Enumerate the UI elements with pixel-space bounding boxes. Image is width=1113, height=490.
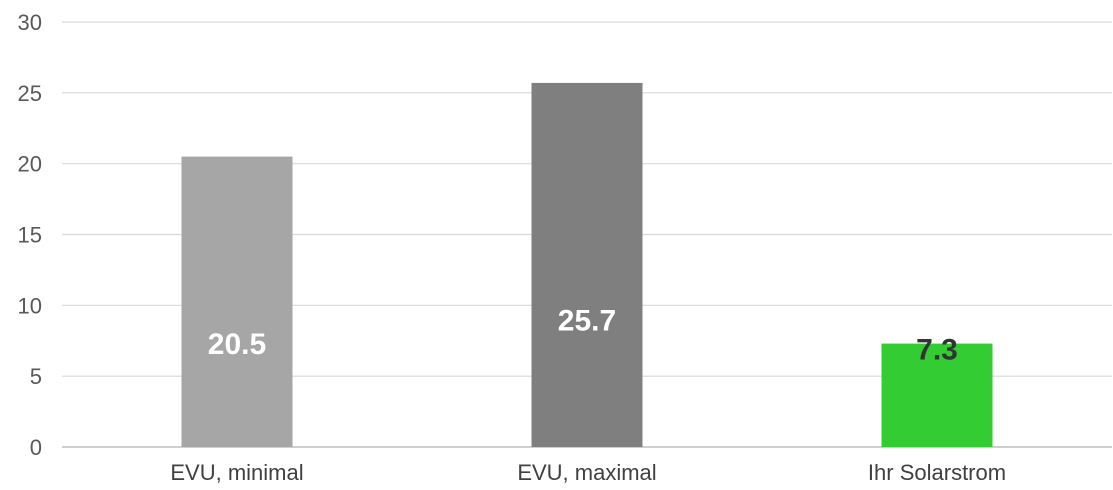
data-label-0: 20.5 [208,328,266,361]
x-category-label-0: EVU, minimal [170,460,303,485]
y-tick-label: 5 [30,364,42,389]
x-category-label-1: EVU, maximal [517,460,656,485]
data-label-1: 25.7 [558,304,616,337]
x-category-label-2: Ihr Solarstrom [868,460,1006,485]
bar-1 [531,82,643,448]
y-tick-label: 0 [30,435,42,460]
bars [181,82,993,448]
bar-0 [181,156,293,448]
data-labels: 20.5 25.7 7.3 [208,304,958,366]
x-axis-categories: EVU, minimal EVU, maximal Ihr Solarstrom [170,460,1006,485]
y-axis-ticks: 0 5 10 15 20 25 30 [18,10,42,460]
bar-2 [881,343,993,447]
y-tick-label: 15 [18,223,42,248]
y-tick-label: 25 [18,81,42,106]
data-label-2: 7.3 [916,334,958,367]
y-tick-label: 30 [18,10,42,35]
y-tick-label: 10 [18,293,42,318]
y-tick-label: 20 [18,152,42,177]
